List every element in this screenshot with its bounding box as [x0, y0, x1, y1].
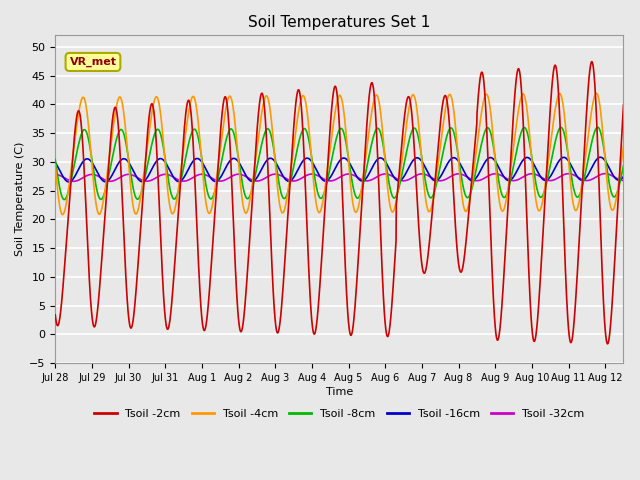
Tsoil -8cm [532, 183, 540, 189]
Tsoil -8cm [51, 157, 59, 163]
Tsoil -4cm [532, 200, 540, 206]
Tsoil -8cm [343, 144, 351, 150]
Tsoil -16cm [65, 179, 72, 185]
Tsoil -2cm [532, 331, 540, 336]
Tsoil -32cm [620, 178, 627, 183]
Tsoil -2cm [424, 249, 432, 255]
Tsoil -32cm [600, 171, 608, 177]
Tsoil -4cm [51, 162, 59, 168]
Tsoil -8cm [85, 138, 93, 144]
Tsoil -32cm [343, 171, 351, 177]
Tsoil -32cm [532, 172, 540, 178]
X-axis label: Time: Time [326, 387, 353, 397]
Tsoil -32cm [602, 171, 609, 177]
Line: Tsoil -2cm: Tsoil -2cm [55, 61, 623, 344]
Line: Tsoil -4cm: Tsoil -4cm [55, 93, 623, 215]
Tsoil -32cm [408, 175, 415, 181]
Tsoil -4cm [59, 212, 67, 217]
Tsoil -4cm [408, 95, 415, 100]
Tsoil -8cm [620, 163, 627, 168]
Tsoil -8cm [594, 124, 602, 130]
Tsoil -2cm [51, 312, 59, 318]
Tsoil -2cm [620, 102, 627, 108]
Tsoil -2cm [588, 59, 596, 64]
Title: Soil Temperatures Set 1: Soil Temperatures Set 1 [248, 15, 431, 30]
Tsoil -4cm [85, 127, 93, 132]
Tsoil -16cm [343, 157, 351, 163]
Tsoil -8cm [600, 147, 608, 153]
Tsoil -8cm [408, 130, 415, 135]
Tsoil -16cm [596, 155, 604, 160]
Tsoil -2cm [600, 307, 608, 312]
Tsoil -16cm [600, 156, 608, 162]
Tsoil -2cm [604, 341, 611, 347]
Tsoil -2cm [407, 104, 415, 110]
Tsoil -4cm [593, 90, 600, 96]
Tsoil -16cm [620, 174, 627, 180]
Tsoil -16cm [425, 171, 433, 177]
Tsoil -16cm [532, 167, 540, 172]
Tsoil -4cm [600, 145, 608, 151]
Line: Tsoil -32cm: Tsoil -32cm [55, 174, 623, 181]
Tsoil -16cm [85, 156, 93, 162]
Tsoil -16cm [408, 160, 415, 166]
Tsoil -8cm [425, 192, 433, 198]
Y-axis label: Soil Temperature (C): Soil Temperature (C) [15, 142, 25, 256]
Tsoil -4cm [343, 140, 351, 146]
Tsoil -2cm [84, 263, 92, 269]
Tsoil -32cm [70, 179, 77, 184]
Legend: Tsoil -2cm, Tsoil -4cm, Tsoil -8cm, Tsoil -16cm, Tsoil -32cm: Tsoil -2cm, Tsoil -4cm, Tsoil -8cm, Tsoi… [90, 404, 589, 423]
Tsoil -16cm [51, 160, 59, 166]
Line: Tsoil -16cm: Tsoil -16cm [55, 157, 623, 182]
Line: Tsoil -8cm: Tsoil -8cm [55, 127, 623, 200]
Tsoil -32cm [51, 171, 59, 177]
Tsoil -32cm [425, 173, 433, 179]
Tsoil -8cm [60, 197, 68, 203]
Tsoil -4cm [425, 208, 433, 214]
Tsoil -4cm [620, 143, 627, 149]
Tsoil -32cm [85, 172, 93, 178]
Tsoil -2cm [343, 291, 351, 297]
Text: VR_met: VR_met [70, 57, 116, 67]
